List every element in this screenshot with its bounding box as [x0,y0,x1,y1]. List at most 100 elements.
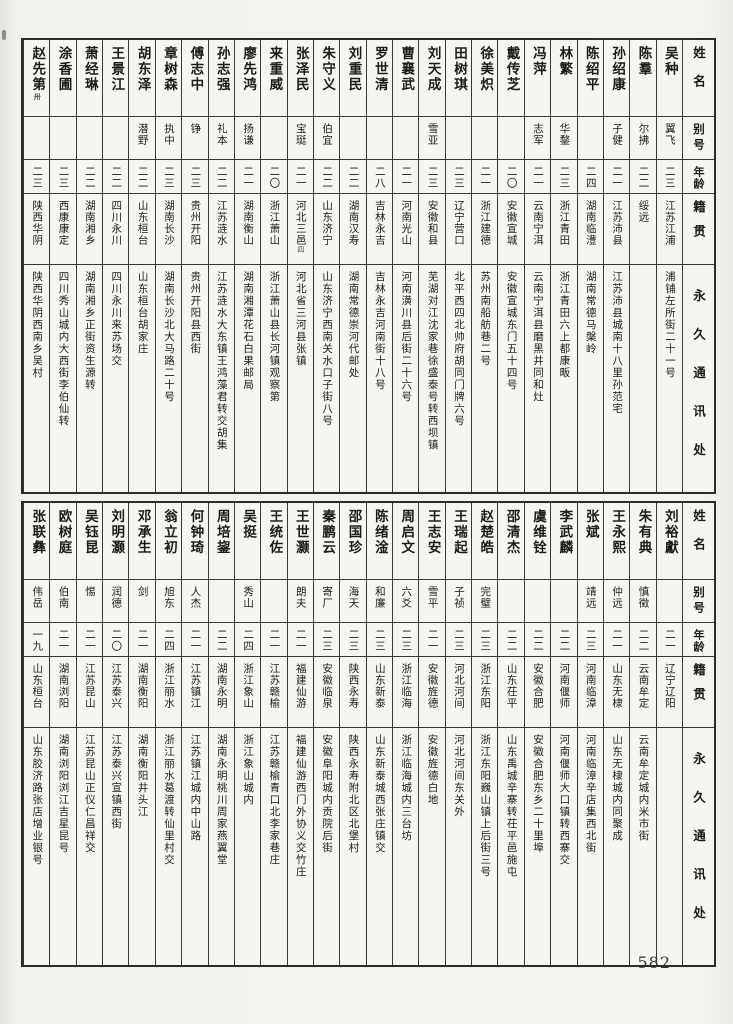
name-cell: 李武麟 [551,503,577,580]
age-cell-text: 二三 [452,629,465,652]
name-cell-text: 萧经琳 [81,46,98,93]
native-place-cell: 湖南临澧 [577,194,603,265]
age-cell: 二二 [340,160,366,194]
address-cell: 山东新泰城西张庄镇交 [367,728,392,965]
native-place-cell: 江苏沛县 [603,194,630,265]
alias-cell: 雪平 [419,580,445,623]
entry-column: 王景江 二二 四川永川 四川永川来苏场交 [102,40,129,492]
address-cell-text: 河南偃师大口镇转西寨交 [558,734,571,866]
address-cell: 山东胶济路张店增业银号 [24,728,49,965]
age-cell: 二二 [524,623,551,657]
entry-column: 冯萍 志军 二一 云南宁洱 云南宁洱县磨黑井同和灶 [523,40,551,492]
alias-cell [445,117,472,160]
name-cell-text: 涂香圃 [55,46,72,93]
age-cell: 二〇 [261,160,287,194]
native-place-cell: 浙江东阳 [472,657,498,728]
entry-column: 赵先第卅 二三 陕西华阴 陕西华阴西南乡吴村 [23,40,50,492]
alias-cell-text: 宝珽 [294,123,307,146]
native-place-cell: 安徽合肥 [524,657,551,728]
address-cell-text: 湖南衡阳井头江 [136,734,149,818]
name-cell: 刘裕獻 [656,503,682,580]
age-cell: 二三 [445,160,472,194]
alias-cell: 尔拂 [630,117,656,160]
native-place-cell: 贵州开阳 [182,194,208,265]
age-cell-text: 二三 [558,166,571,189]
alias-cell [340,117,366,160]
name-cell: 王统佐 [261,503,287,580]
age-cell-text: 二三 [321,629,334,652]
native-place-cell: 湖南衡阳 [129,657,155,728]
name-cell: 陈绪淦 [366,503,393,580]
name-cell-text: 邵国珍 [345,509,362,556]
name-cell: 王景江 [103,40,129,117]
entry-column: 陈羣 尔拂 二二 绥远 [629,40,656,492]
name-cell: 涂香圃 [50,40,76,117]
address-cell-text: 湖南长沙北大马路二十号 [162,271,175,403]
address-cell: 河南偃师大口镇转西寨交 [551,728,576,965]
native-place-cell-text: 浙江青田 [558,200,571,246]
age-cell: 二二 [103,160,129,194]
address-cell: 江苏泰兴宣镇西街 [103,728,128,965]
age-cell: 二二 [208,160,234,194]
address-cell-text: 山东新泰城西张庄镇交 [373,734,386,854]
address-cell: 四川秀山城内大西街李伯仙转 [50,265,75,492]
age-cell: 二三 [366,623,393,657]
address-cell: 云南牟定城内米市街 [630,728,655,965]
native-place-cell: 江苏泰兴 [103,657,129,728]
address-cell-text: 浙江萧山县长河镇观察第 [268,271,281,403]
age-cell-text: 二一 [426,629,439,652]
age-cell-text: 二一 [479,166,492,189]
name-cell: 王志安 [419,503,445,580]
name-cell: 赵先第卅 [24,40,50,117]
name-cell: 陈绍平 [577,40,603,117]
entry-column: 刘天成 雪亚 二三 安徽和县 芜湖对江沈家巷徐盛泰号转西坝镇 [418,40,445,492]
native-place-cell: 河北三邑四 [287,194,313,265]
name-cell-text: 冯萍 [530,46,547,77]
name-cell-text: 秦鹏云 [319,509,336,556]
native-place-cell: 湖南永明 [208,657,234,728]
address-cell-text: 安徽旌德白地 [426,734,439,806]
native-place-cell-text: 江苏涟水 [215,200,228,246]
age-cell: 二一 [287,623,313,657]
alias-cell: 海天 [340,580,366,623]
footnote-mark: 卅 [33,92,42,100]
address-cell-text: 湖南湘潭花石白果邮局 [242,271,255,391]
name-cell: 王永熙 [603,503,630,580]
age-cell: 一九 [24,623,50,657]
age-cell-text: 二一 [294,166,307,189]
address-cell: 浙江萧山县长河镇观察第 [261,265,286,492]
roster-table-top: 姓名 别号 年龄 籍贯 永久通讯处 吴种 翼飞 二三 江苏江浦 浦铺左所街二十一号 陈羣 尔拂 二二 绥远… [21,38,716,494]
age-cell: 二二 [129,160,155,194]
name-cell-text: 张斌 [582,509,599,540]
address-cell-text: 河北省三河县张镇 [294,271,307,367]
address-cell: 湖南长沙北大马路二十号 [156,265,181,492]
name-cell: 周培鋆 [208,503,234,580]
age-cell: 二一 [656,623,682,657]
alias-cell [76,117,103,160]
address-cell: 湖南衡阳井头江 [129,728,154,965]
native-place-cell-text: 浙江东阳 [479,663,492,709]
address-cell: 山东禹城辛寨转茌平邑施屯 [498,728,523,965]
alias-cell-text: 靖远 [584,586,597,609]
alias-cell-text: 润德 [110,586,123,609]
entry-column: 傅志中铮二三 贵州开阳 贵州开阳县西街 [181,40,208,492]
age-cell-text: 二〇 [268,166,281,189]
native-place-cell: 辽宁辽阳 [656,657,682,728]
alias-cell: 志军 [524,117,551,160]
age-cell-text: 二一 [83,629,96,652]
address-cell-text: 苏州南船舫巷二号 [479,271,492,367]
header-name-text: 姓名 [691,46,706,103]
age-cell-text: 二一 [57,629,70,652]
name-cell: 田树琪 [445,40,472,117]
name-cell: 傅志中 [182,40,208,117]
entry-column: 王瑞起 子祯 二三 河北河间 河北河间东关外 [444,503,472,965]
native-place-cell: 安徽旌德 [419,657,445,728]
address-cell: 河北河间东关外 [446,728,471,965]
alias-cell-text: 雪平 [426,586,439,609]
name-cell-text: 周培鋆 [213,509,230,556]
native-place-cell-text: 安徽宣城 [505,200,518,246]
alias-cell [261,117,287,160]
alias-cell: 华鍪 [551,117,577,160]
name-cell: 张联彝 [24,503,50,580]
entry-column: 萧经琳 二二 湖南湘乡 湖南湘乡正街资生源转 [75,40,103,492]
